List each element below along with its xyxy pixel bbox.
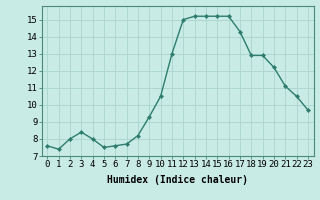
- X-axis label: Humidex (Indice chaleur): Humidex (Indice chaleur): [107, 175, 248, 185]
